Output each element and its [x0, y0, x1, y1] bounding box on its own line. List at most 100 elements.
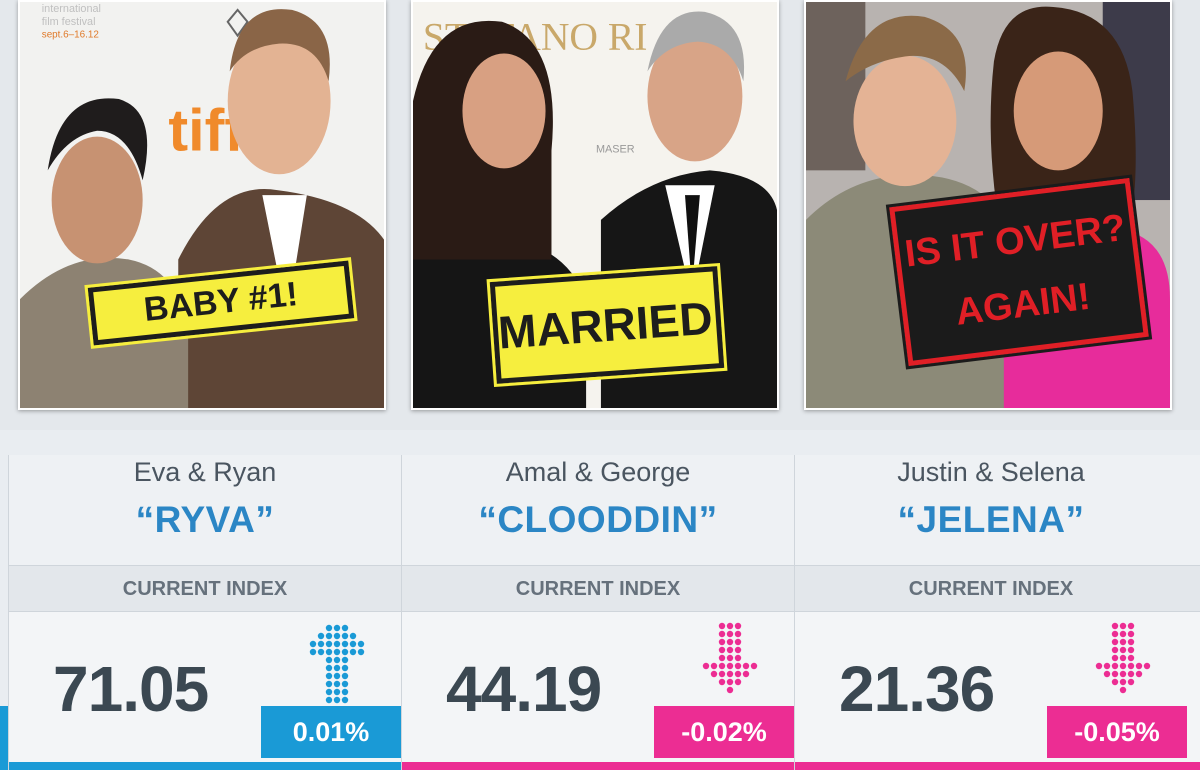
arrow-dot	[333, 648, 341, 656]
arrow-dot	[750, 662, 758, 670]
arrow-dot	[357, 640, 365, 648]
index-label: CURRENT INDEX	[122, 578, 288, 600]
index-label: CURRENT INDEX	[515, 578, 681, 600]
arrow-dot	[1135, 670, 1143, 678]
couple-nickname: “RYVA”	[135, 499, 275, 540]
arrow-dot	[734, 622, 742, 630]
arrow-dot	[1103, 670, 1111, 678]
arrow-dot	[333, 688, 341, 696]
svg-text:international: international	[42, 3, 101, 15]
arrow-dot	[1127, 622, 1135, 630]
index-value-area: 21.36 -0.05%	[795, 612, 1200, 770]
arrow-dot	[325, 640, 333, 648]
couple-nickname: “JELENA”	[897, 499, 1085, 540]
arrow-dot	[1127, 654, 1135, 662]
arrow-dot	[341, 696, 349, 704]
arrow-down-icon	[1095, 622, 1151, 694]
arrow-dot	[1111, 670, 1119, 678]
arrow-dot	[333, 624, 341, 632]
arrow-dot	[341, 680, 349, 688]
arrow-dot	[734, 670, 742, 678]
arrow-dot	[341, 664, 349, 672]
arrow-dot	[702, 662, 710, 670]
index-change-badge: -0.05%	[1047, 706, 1187, 758]
index-change-badge: 0.01%	[261, 706, 401, 758]
arrow-dot	[1119, 654, 1127, 662]
arrow-dot	[349, 648, 357, 656]
card-names: Justin & Selena “JELENA”	[795, 455, 1200, 566]
arrow-dot	[1111, 630, 1119, 638]
svg-text:film festival: film festival	[42, 16, 96, 28]
index-value: 44.19	[446, 653, 602, 725]
arrow-dot	[1111, 622, 1119, 630]
arrow-dot	[734, 646, 742, 654]
arrow-dot	[1111, 638, 1119, 646]
card-names: Amal & George “CLOODDIN”	[402, 455, 794, 566]
arrow-dot	[325, 632, 333, 640]
photo-justin-selena[interactable]: IS IT OVER? AGAIN!	[804, 0, 1172, 410]
card-baseline	[402, 762, 794, 770]
photo-tag-married: MARRIED!	[486, 262, 730, 388]
arrow-dot	[349, 632, 357, 640]
arrow-dot	[325, 624, 333, 632]
svg-text:sept.6–16.12: sept.6–16.12	[42, 30, 99, 41]
photo-eva-ryan-image: international film festival sept.6–16.12…	[20, 2, 384, 408]
index-label-bar: CURRENT INDEX	[402, 566, 794, 612]
arrow-dot	[317, 648, 325, 656]
arrow-dot	[341, 656, 349, 664]
arrow-dot	[1111, 654, 1119, 662]
arrow-dot	[1119, 622, 1127, 630]
arrow-dot	[325, 696, 333, 704]
index-card-eva-ryan[interactable]: Eva & Ryan “RYVA” CURRENT INDEX 71.05 0.…	[8, 455, 401, 770]
index-card-amal-george[interactable]: Amal & George “CLOODDIN” CURRENT INDEX 4…	[401, 455, 794, 770]
arrow-dot	[726, 646, 734, 654]
arrow-dot	[734, 630, 742, 638]
arrow-dot	[341, 648, 349, 656]
arrow-dot	[325, 672, 333, 680]
arrow-dot	[325, 664, 333, 672]
index-change-badge: -0.02%	[654, 706, 794, 758]
arrow-dot	[710, 662, 718, 670]
index-value-area: 44.19 -0.02%	[402, 612, 794, 770]
arrow-dot	[1103, 662, 1111, 670]
arrow-dot	[718, 654, 726, 662]
arrow-dot	[333, 680, 341, 688]
couple-nickname: “CLOODDIN”	[478, 499, 718, 540]
arrow-dot	[726, 622, 734, 630]
couple-names: Justin & Selena	[897, 457, 1085, 487]
index-value: 21.36	[839, 653, 995, 725]
arrow-dot	[718, 646, 726, 654]
photo-strip: international film festival sept.6–16.12…	[18, 0, 1172, 410]
arrow-dot	[718, 622, 726, 630]
arrow-dot	[1119, 686, 1127, 694]
arrow-dot	[1119, 630, 1127, 638]
arrow-dot	[325, 648, 333, 656]
photo-amal-george[interactable]: STEFANO RI MASER MARRIED!	[411, 0, 779, 410]
arrow-dot	[1127, 638, 1135, 646]
photo-eva-ryan[interactable]: international film festival sept.6–16.12…	[18, 0, 386, 410]
arrow-dot	[341, 640, 349, 648]
arrow-dot	[317, 640, 325, 648]
index-value: 71.05	[53, 653, 209, 725]
arrow-dot	[1127, 646, 1135, 654]
arrow-dot	[325, 688, 333, 696]
arrow-dot	[718, 638, 726, 646]
arrow-dot	[341, 632, 349, 640]
card-names: Eva & Ryan “RYVA”	[9, 455, 401, 566]
index-label-bar: CURRENT INDEX	[795, 566, 1200, 612]
arrow-dot	[710, 670, 718, 678]
index-card-justin-selena[interactable]: Justin & Selena “JELENA” CURRENT INDEX 2…	[794, 455, 1200, 770]
arrow-dot	[1135, 662, 1143, 670]
index-label-bar: CURRENT INDEX	[9, 566, 401, 612]
arrow-dot	[1127, 630, 1135, 638]
couple-names: Eva & Ryan	[133, 457, 277, 487]
arrow-dot	[333, 656, 341, 664]
arrow-dot	[309, 640, 317, 648]
arrow-dot	[718, 678, 726, 686]
arrow-dot	[726, 654, 734, 662]
arrow-dot	[1127, 662, 1135, 670]
arrow-dot	[726, 630, 734, 638]
arrow-dot	[333, 672, 341, 680]
arrow-dot	[357, 648, 365, 656]
arrow-dot	[1143, 662, 1151, 670]
